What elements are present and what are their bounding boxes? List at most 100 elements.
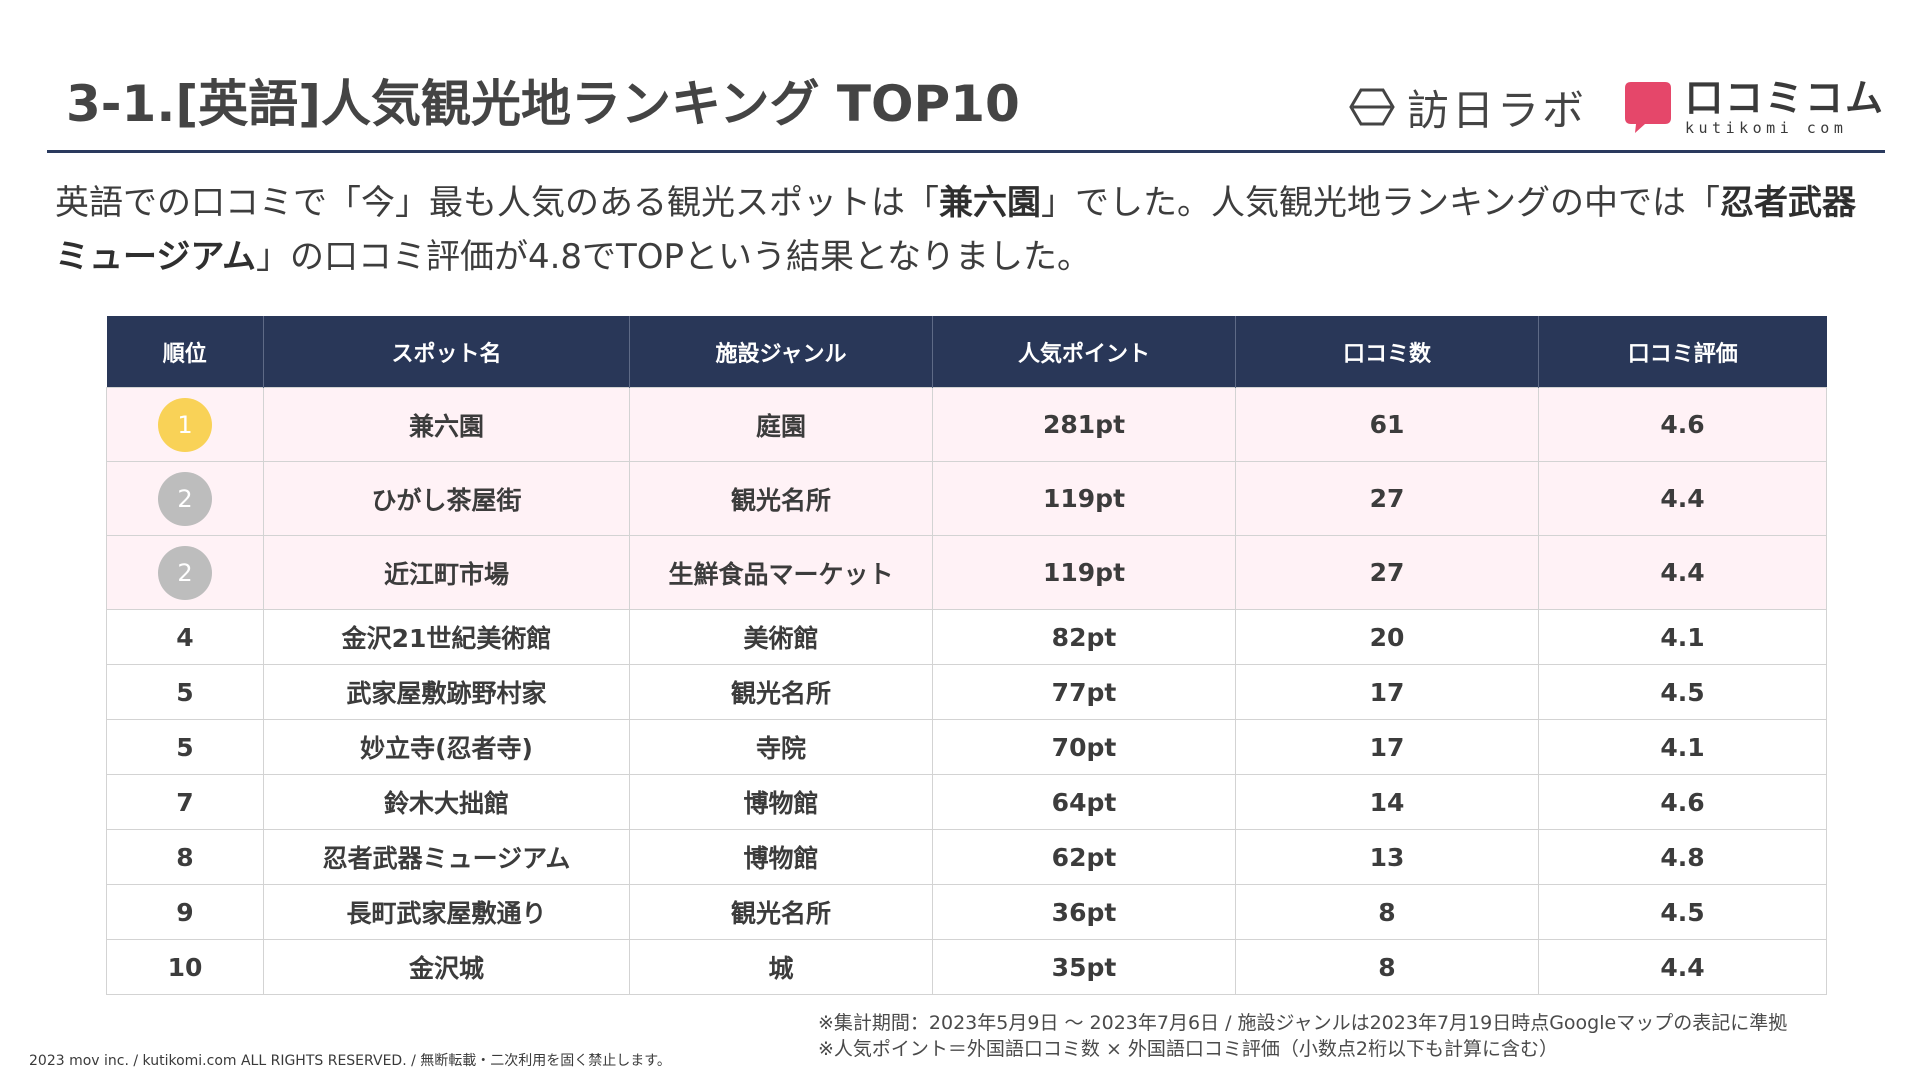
kutikomi-logo-en: kutikomi com xyxy=(1684,118,1848,137)
header-points: 人気ポイント xyxy=(932,316,1236,388)
review-count-cell: 61 xyxy=(1235,387,1539,462)
points-cell: 119pt xyxy=(932,535,1236,610)
table-row: 1 兼六園 庭園 281pt 61 4.6 xyxy=(106,387,1827,462)
spot-name-cell: 金沢城 xyxy=(263,939,630,995)
review-count-cell: 17 xyxy=(1235,719,1539,775)
rank-cell: 8 xyxy=(106,829,264,885)
rating-cell: 4.6 xyxy=(1538,387,1827,462)
spot-name-cell: ひがし茶屋街 xyxy=(263,461,630,536)
review-count-cell: 27 xyxy=(1235,535,1539,610)
summary-highlight-kenrokuen: 兼六園 xyxy=(939,183,1041,223)
rank-cell: 9 xyxy=(106,884,264,940)
table-row: 2 ひがし茶屋街 観光名所 119pt 27 4.4 xyxy=(106,461,1827,536)
ranking-table: 順位 スポット名 施設ジャンル 人気ポイント 口コミ数 口コミ評価 1 兼六園 … xyxy=(106,316,1827,995)
review-count-cell: 17 xyxy=(1235,664,1539,720)
spot-name-cell: 妙立寺(忍者寺) xyxy=(263,719,630,775)
rating-cell: 4.4 xyxy=(1538,535,1827,610)
points-cell: 77pt xyxy=(932,664,1236,720)
genre-cell: 寺院 xyxy=(629,719,933,775)
rank-cell: 2 xyxy=(106,461,264,536)
points-cell: 35pt xyxy=(932,939,1236,995)
rating-cell: 4.5 xyxy=(1538,664,1827,720)
rating-cell: 4.6 xyxy=(1538,774,1827,830)
genre-cell: 観光名所 xyxy=(629,664,933,720)
table-row: 7 鈴木大拙館 博物館 64pt 14 4.6 xyxy=(106,774,1827,830)
spot-name-cell: 鈴木大拙館 xyxy=(263,774,630,830)
review-count-cell: 20 xyxy=(1235,609,1539,665)
points-cell: 281pt xyxy=(932,387,1236,462)
kutikomi-logo-jp: 口コミコム xyxy=(1684,75,1885,120)
rating-cell: 4.8 xyxy=(1538,829,1827,885)
hojin-lab-logo: 訪日ラボ xyxy=(1349,77,1587,138)
footnotes: ※集計期間：2023年5月9日 〜 2023年7月6日 / 施設ジャンルは202… xyxy=(818,1010,1787,1062)
genre-cell: 生鮮食品マーケット xyxy=(629,535,933,610)
rating-cell: 4.1 xyxy=(1538,609,1827,665)
silver-medal-badge: 2 xyxy=(158,545,212,600)
points-cell: 62pt xyxy=(932,829,1236,885)
footnote-points-formula: ※人気ポイント＝外国語口コミ数 × 外国語口コミ評価（小数点2桁以下も計算に含む… xyxy=(818,1038,1559,1060)
rank-cell: 5 xyxy=(106,719,264,775)
genre-cell: 観光名所 xyxy=(629,461,933,536)
table-row: 9 長町武家屋敷通り 観光名所 36pt 8 4.5 xyxy=(106,884,1827,940)
points-cell: 82pt xyxy=(932,609,1236,665)
rank-cell: 10 xyxy=(106,939,264,995)
spot-name-cell: 兼六園 xyxy=(263,387,630,462)
header-divider xyxy=(47,150,1885,153)
review-count-cell: 8 xyxy=(1235,884,1539,940)
table-header-row: 順位 スポット名 施設ジャンル 人気ポイント 口コミ数 口コミ評価 xyxy=(106,316,1827,388)
spot-name-cell: 近江町市場 xyxy=(263,535,630,610)
genre-cell: 庭園 xyxy=(629,387,933,462)
rating-cell: 4.5 xyxy=(1538,884,1827,940)
footnote-period: ※集計期間：2023年5月9日 〜 2023年7月6日 / 施設ジャンルは202… xyxy=(818,1012,1788,1034)
copyright-notice: 2023 mov inc. / kutikomi.com ALL RIGHTS … xyxy=(29,1053,671,1069)
speech-bubble-icon xyxy=(1623,80,1673,134)
rank-cell: 1 xyxy=(106,387,264,462)
genre-cell: 博物館 xyxy=(629,829,933,885)
points-cell: 119pt xyxy=(932,461,1236,536)
summary-highlight-ninja-museum: 忍者武器ミュージアム xyxy=(55,183,1856,277)
logo-group: 訪日ラボ 口コミコム kutikomi com xyxy=(1349,76,1885,138)
table-row: 10 金沢城 城 35pt 8 4.4 xyxy=(106,939,1827,995)
rating-cell: 4.4 xyxy=(1538,939,1827,995)
rank-cell: 4 xyxy=(106,609,264,665)
rank-cell: 2 xyxy=(106,535,264,610)
hojin-lab-logo-text: 訪日ラボ xyxy=(1406,85,1587,135)
genre-cell: 城 xyxy=(629,939,933,995)
summary-part2: 」でした。人気観光地ランキングの中では「 xyxy=(1041,183,1720,223)
table-row: 5 武家屋敷跡野村家 観光名所 77pt 17 4.5 xyxy=(106,664,1827,720)
points-cell: 64pt xyxy=(932,774,1236,830)
header-rating: 口コミ評価 xyxy=(1538,316,1827,388)
spot-name-cell: 金沢21世紀美術館 xyxy=(263,609,630,665)
spot-name-cell: 長町武家屋敷通り xyxy=(263,884,630,940)
spot-name-cell: 忍者武器ミュージアム xyxy=(263,829,630,885)
table-row: 2 近江町市場 生鮮食品マーケット 119pt 27 4.4 xyxy=(106,535,1827,610)
silver-medal-badge: 2 xyxy=(158,471,212,526)
table-row: 4 金沢21世紀美術館 美術館 82pt 20 4.1 xyxy=(106,609,1827,665)
table-row: 5 妙立寺(忍者寺) 寺院 70pt 17 4.1 xyxy=(106,719,1827,775)
hexagon-logo-icon xyxy=(1349,88,1395,126)
header-rank: 順位 xyxy=(106,316,264,388)
points-cell: 70pt xyxy=(932,719,1236,775)
page-title: 3-1.[英語]人気観光地ランキング TOP10 xyxy=(66,75,1020,133)
header-spot-name: スポット名 xyxy=(263,316,630,388)
review-count-cell: 27 xyxy=(1235,461,1539,536)
points-cell: 36pt xyxy=(932,884,1236,940)
summary-text: 英語での口コミで「今」最も人気のある観光スポットは「兼六園」でした。人気観光地ラ… xyxy=(55,176,1875,284)
summary-part3: 」の口コミ評価が4.8でTOPという結果となりました。 xyxy=(255,237,1092,277)
header-genre: 施設ジャンル xyxy=(629,316,933,388)
review-count-cell: 14 xyxy=(1235,774,1539,830)
kutikomi-logo: 口コミコム kutikomi com xyxy=(1623,79,1885,136)
rank-cell: 5 xyxy=(106,664,264,720)
header-review-count: 口コミ数 xyxy=(1235,316,1539,388)
genre-cell: 美術館 xyxy=(629,609,933,665)
spot-name-cell: 武家屋敷跡野村家 xyxy=(263,664,630,720)
review-count-cell: 8 xyxy=(1235,939,1539,995)
rating-cell: 4.1 xyxy=(1538,719,1827,775)
gold-medal-badge: 1 xyxy=(158,397,212,452)
rating-cell: 4.4 xyxy=(1538,461,1827,536)
genre-cell: 観光名所 xyxy=(629,884,933,940)
rank-cell: 7 xyxy=(106,774,264,830)
table-row: 8 忍者武器ミュージアム 博物館 62pt 13 4.8 xyxy=(106,829,1827,885)
genre-cell: 博物館 xyxy=(629,774,933,830)
summary-part1: 英語での口コミで「今」最も人気のある観光スポットは「 xyxy=(55,183,939,223)
